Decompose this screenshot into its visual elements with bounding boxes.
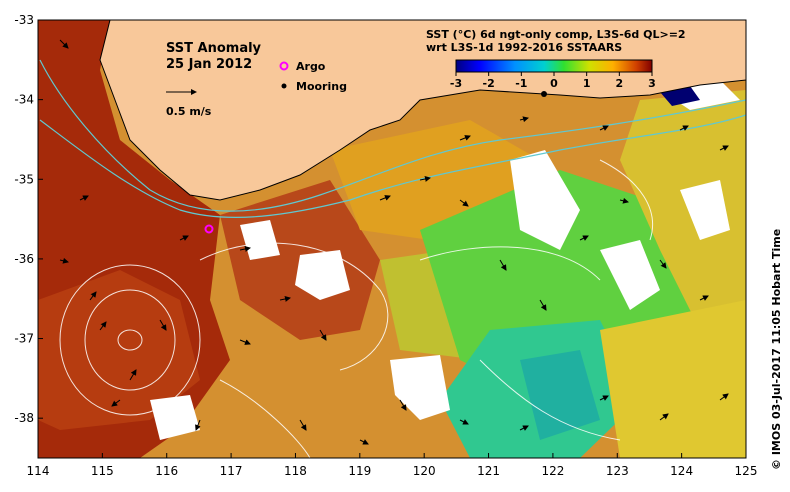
map-title: SST Anomaly [166,41,262,56]
colorbar-tick-label: -1 [515,77,527,90]
lat-tick-label: -35 [14,172,34,186]
colorbar-tick-label: -3 [450,77,462,90]
product-line-1: SST (°C) 6d ngt-only comp, L3S-6d QL>=2 [426,28,686,41]
legend-mooring-icon [281,83,287,89]
lat-tick-label: -38 [14,411,34,425]
lon-tick-label: 124 [670,464,693,478]
legend-argo-icon [279,61,289,71]
lon-axis: 114 115 116 117 118 119 120 121 122 123 124 125 [27,453,758,478]
plot-frame [37,19,747,459]
sst-field [38,20,746,458]
lon-tick-label: 120 [413,464,436,478]
lon-tick-label: 115 [91,464,114,478]
colorbar-ticks: -3 -2 -1 0 1 2 3 [450,72,656,90]
lat-axis: -33 -34 -35 -36 -37 -38 [14,13,43,425]
lon-tick-label: 125 [735,464,758,478]
legend-mooring-label: Mooring [296,80,347,93]
mooring-marker [541,91,547,97]
current-vectors [59,39,729,445]
colorbar-tick-label: 3 [648,77,656,90]
colorbar-tick-label: -2 [483,77,495,90]
credit-text: © IMOS 03-Jul-2017 11:05 Hobart Time [770,229,783,470]
colorbar [455,59,653,73]
lat-tick-label: -36 [14,252,34,266]
colorbar-tick-label: 0 [550,77,558,90]
map-date: 25 Jan 2012 [166,57,252,72]
lon-tick-label: 118 [284,464,307,478]
lat-tick-label: -33 [14,13,34,27]
lat-tick-label: -34 [14,93,34,107]
scale-label: 0.5 m/s [166,105,212,118]
lon-tick-label: 121 [477,464,500,478]
colorbar-tick-label: 1 [583,77,591,90]
lon-tick-label: 116 [155,464,178,478]
lon-tick-label: 119 [348,464,371,478]
colorbar-tick-label: 2 [616,77,624,90]
lon-tick-label: 122 [541,464,564,478]
lon-tick-label: 117 [220,464,243,478]
lon-tick-label: 123 [606,464,629,478]
argo-marker [204,224,214,234]
legend-argo-label: Argo [296,60,326,73]
lat-tick-label: -37 [14,332,34,346]
lon-tick-label: 114 [27,464,50,478]
product-line-2: wrt L3S-1d 1992-2016 SSTAARS [426,41,622,54]
